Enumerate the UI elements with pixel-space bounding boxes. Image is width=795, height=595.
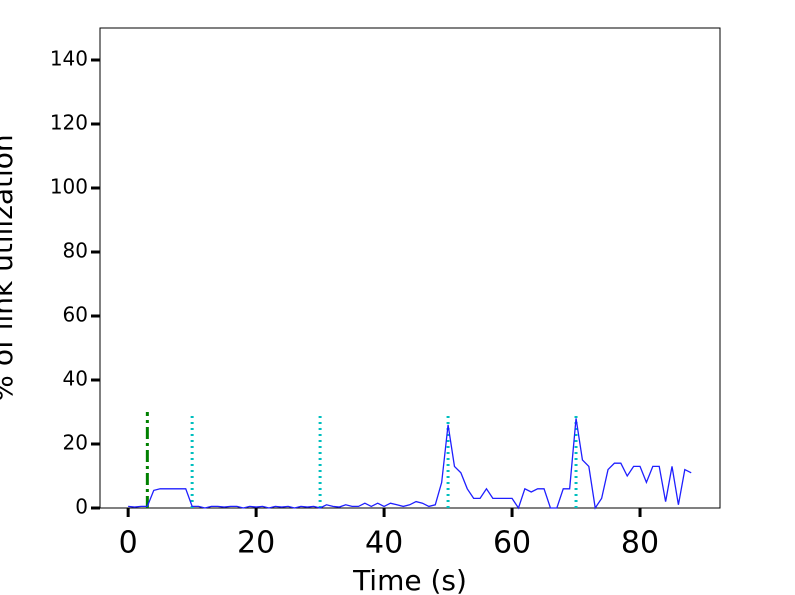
x-tick-label: 40 [365,526,403,561]
y-tick-label: 120 [50,111,88,135]
y-tick-label: 0 [75,495,88,519]
y-tick-label: 60 [63,303,88,327]
plot-frame [99,27,721,509]
x-axis-label: Time (s) [352,564,467,595]
y-tick-label: 20 [63,431,88,455]
x-tick-label: 0 [119,526,138,561]
y-tick-label: 100 [50,175,88,199]
x-tick-label: 20 [237,526,275,561]
y-tick-label: 140 [50,47,88,71]
y-tick-label: 40 [63,367,88,391]
x-tick-label: 80 [621,526,659,561]
data-line [128,418,692,510]
x-tick-label: 60 [493,526,531,561]
y-axis-label: % of link utilization [0,134,19,401]
y-tick-label: 80 [63,239,88,263]
